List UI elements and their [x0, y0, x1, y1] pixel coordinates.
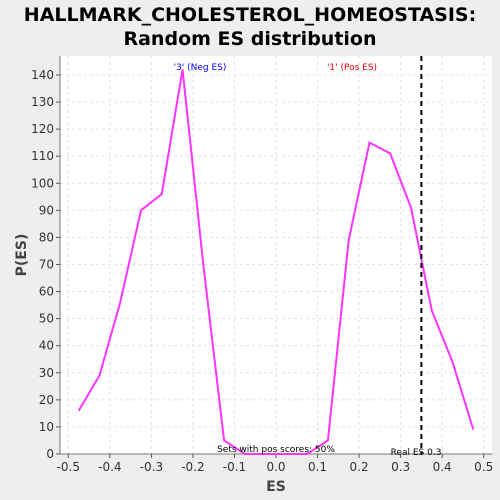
real-es-label: Real ES 0.3 [391, 448, 442, 458]
y-tick-label: 60 [39, 285, 54, 299]
y-tick-label: 50 [39, 312, 54, 326]
y-tick-label: 20 [39, 393, 54, 407]
chart-title-line1: HALLMARK_CHOLESTEROL_HOMEOSTASIS: [23, 4, 477, 26]
y-tick-label: 40 [39, 339, 54, 353]
y-tick-label: 120 [31, 122, 54, 136]
x-tick-label: 0.3 [391, 460, 410, 474]
x-tick-label: -0.4 [98, 460, 121, 474]
pos-es-label: '1' (Pos ES) [327, 63, 377, 73]
x-axis-ticks: -0.5 -0.4 -0.3 -0.2 -0.1 0.0 0.1 0.2 0.3 0.4 0.5 [57, 454, 493, 474]
y-tick-label: 80 [39, 230, 54, 244]
series-line [77, 69, 475, 455]
x-tick-label: -0.3 [140, 460, 163, 474]
x-tick-label: -0.2 [181, 460, 204, 474]
sets-pos-scores-text: Sets with pos scores: 50% [217, 445, 335, 455]
x-tick-label: 0.0 [266, 460, 285, 474]
y-tick-label: 70 [39, 257, 54, 271]
y-axis-ticks: 0 10 20 30 40 50 60 70 80 90 100 110 120 130 140 [31, 68, 60, 461]
x-axis-label: ES [266, 479, 286, 495]
x-tick-label: 0.4 [433, 460, 452, 474]
y-tick-label: 140 [31, 68, 54, 82]
x-tick-label: 0.1 [308, 460, 327, 474]
y-tick-label: 130 [31, 95, 54, 109]
neg-es-label: '3' (Neg ES) [174, 63, 227, 73]
y-tick-label: 90 [39, 203, 54, 217]
y-tick-label: 30 [39, 366, 54, 380]
y-tick-label: 100 [31, 176, 54, 190]
x-tick-label: -0.5 [57, 460, 80, 474]
x-tick-label: 0.5 [474, 460, 493, 474]
y-tick-label: 110 [31, 149, 54, 163]
y-axis-label: P(ES) [14, 234, 30, 277]
x-tick-label: 0.2 [350, 460, 369, 474]
y-tick-label: 0 [46, 447, 54, 461]
chart-title-line2: Random ES distribution [123, 28, 377, 50]
y-tick-label: 10 [39, 420, 54, 434]
x-tick-label: -0.1 [223, 460, 246, 474]
